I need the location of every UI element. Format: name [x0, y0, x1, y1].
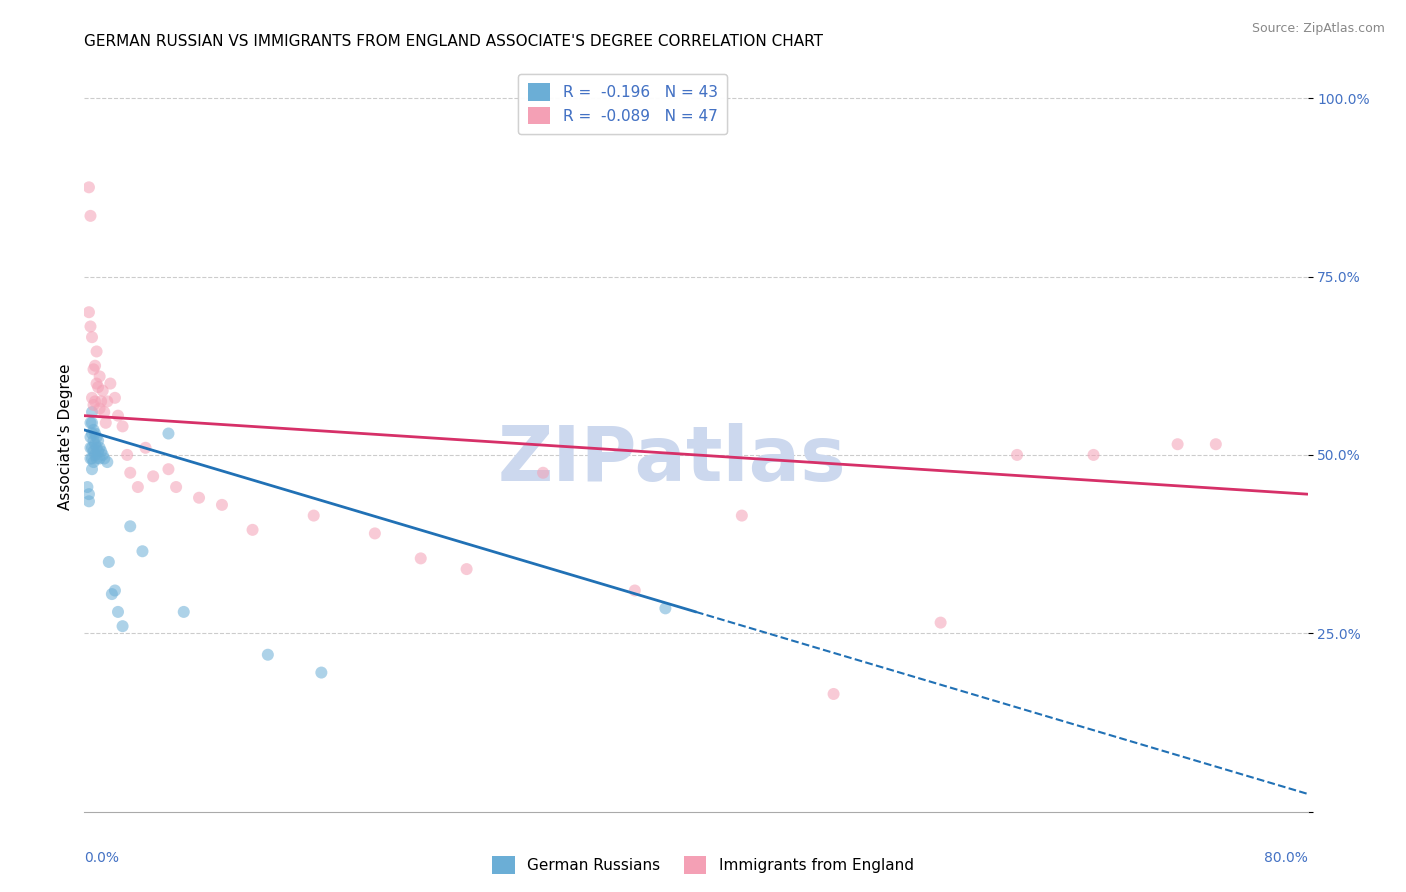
Point — [87, 444, 110, 458]
Point — [90, 394, 112, 409]
Point — [364, 526, 387, 541]
Point — [624, 583, 647, 598]
Point — [84, 448, 107, 462]
Point — [77, 180, 100, 194]
Point — [80, 441, 103, 455]
Point — [409, 551, 432, 566]
Point — [104, 583, 127, 598]
Point — [302, 508, 325, 523]
Point — [97, 555, 120, 569]
Point — [157, 462, 180, 476]
Text: Source: ZipAtlas.com: Source: ZipAtlas.com — [1251, 22, 1385, 36]
Point — [80, 405, 103, 419]
Point — [80, 391, 103, 405]
Point — [89, 401, 111, 416]
Point — [86, 451, 108, 466]
Legend: R =  -0.196   N = 43, R =  -0.089   N = 47: R = -0.196 N = 43, R = -0.089 N = 47 — [519, 74, 727, 134]
Text: GERMAN RUSSIAN VS IMMIGRANTS FROM ENGLAND ASSOCIATE'S DEGREE CORRELATION CHART: GERMAN RUSSIAN VS IMMIGRANTS FROM ENGLAN… — [84, 34, 824, 49]
Point — [84, 426, 107, 441]
Point — [142, 469, 165, 483]
Point — [80, 426, 103, 441]
Point — [86, 344, 108, 359]
Point — [83, 444, 105, 458]
Point — [94, 416, 117, 430]
Point — [79, 451, 101, 466]
Point — [173, 605, 195, 619]
Point — [79, 209, 101, 223]
Point — [91, 384, 114, 398]
Point — [120, 466, 142, 480]
Point — [107, 409, 129, 423]
Point — [101, 587, 124, 601]
Point — [89, 369, 111, 384]
Point — [83, 434, 105, 448]
Point — [79, 319, 101, 334]
Point — [80, 330, 103, 344]
Point — [1167, 437, 1189, 451]
Point — [83, 455, 105, 469]
Point — [83, 362, 105, 376]
Point — [242, 523, 264, 537]
Point — [1205, 437, 1227, 451]
Point — [87, 434, 110, 448]
Point — [93, 405, 115, 419]
Point — [98, 376, 121, 391]
Point — [115, 448, 138, 462]
Text: 0.0%: 0.0% — [84, 851, 120, 864]
Point — [531, 466, 554, 480]
Point — [89, 441, 111, 455]
Point — [76, 480, 98, 494]
Point — [111, 419, 134, 434]
Point — [131, 544, 153, 558]
Point — [96, 455, 118, 469]
Point — [83, 423, 105, 437]
Point — [79, 430, 101, 444]
Point — [86, 376, 108, 391]
Point — [79, 441, 101, 455]
Point — [77, 305, 100, 319]
Point — [188, 491, 211, 505]
Point — [79, 416, 101, 430]
Point — [93, 451, 115, 466]
Legend: German Russians, Immigrants from England: German Russians, Immigrants from England — [486, 850, 920, 880]
Point — [111, 619, 134, 633]
Point — [311, 665, 333, 680]
Point — [86, 430, 108, 444]
Point — [90, 444, 112, 458]
Point — [127, 480, 149, 494]
Point — [77, 487, 100, 501]
Point — [87, 380, 110, 394]
Y-axis label: Associate's Degree: Associate's Degree — [58, 364, 73, 510]
Text: 80.0%: 80.0% — [1264, 851, 1308, 864]
Point — [89, 451, 111, 466]
Point — [257, 648, 280, 662]
Point — [165, 480, 187, 494]
Point — [1005, 448, 1028, 462]
Point — [929, 615, 952, 630]
Point — [731, 508, 754, 523]
Point — [80, 451, 103, 466]
Point — [84, 359, 107, 373]
Point — [77, 494, 100, 508]
Point — [80, 416, 103, 430]
Point — [823, 687, 845, 701]
Point — [84, 437, 107, 451]
Point — [104, 391, 127, 405]
Point — [107, 605, 129, 619]
Point — [84, 394, 107, 409]
Point — [456, 562, 478, 576]
Point — [96, 394, 118, 409]
Point — [91, 448, 114, 462]
Point — [80, 462, 103, 476]
Point — [120, 519, 142, 533]
Point — [157, 426, 180, 441]
Point — [83, 398, 105, 412]
Point — [86, 441, 108, 455]
Point — [654, 601, 676, 615]
Text: ZIPatlas: ZIPatlas — [498, 423, 846, 497]
Point — [135, 441, 157, 455]
Point — [1083, 448, 1105, 462]
Point — [211, 498, 233, 512]
